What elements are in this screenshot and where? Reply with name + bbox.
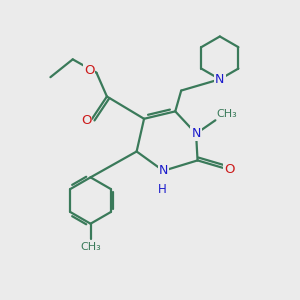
Text: O: O <box>224 163 235 176</box>
Text: N: N <box>159 164 168 177</box>
Text: N: N <box>191 127 201 140</box>
Text: O: O <box>84 64 94 77</box>
Text: H: H <box>158 183 166 196</box>
Text: O: O <box>81 114 91 127</box>
Text: CH₃: CH₃ <box>80 242 101 252</box>
Text: N: N <box>215 73 224 86</box>
Text: CH₃: CH₃ <box>217 109 238 119</box>
